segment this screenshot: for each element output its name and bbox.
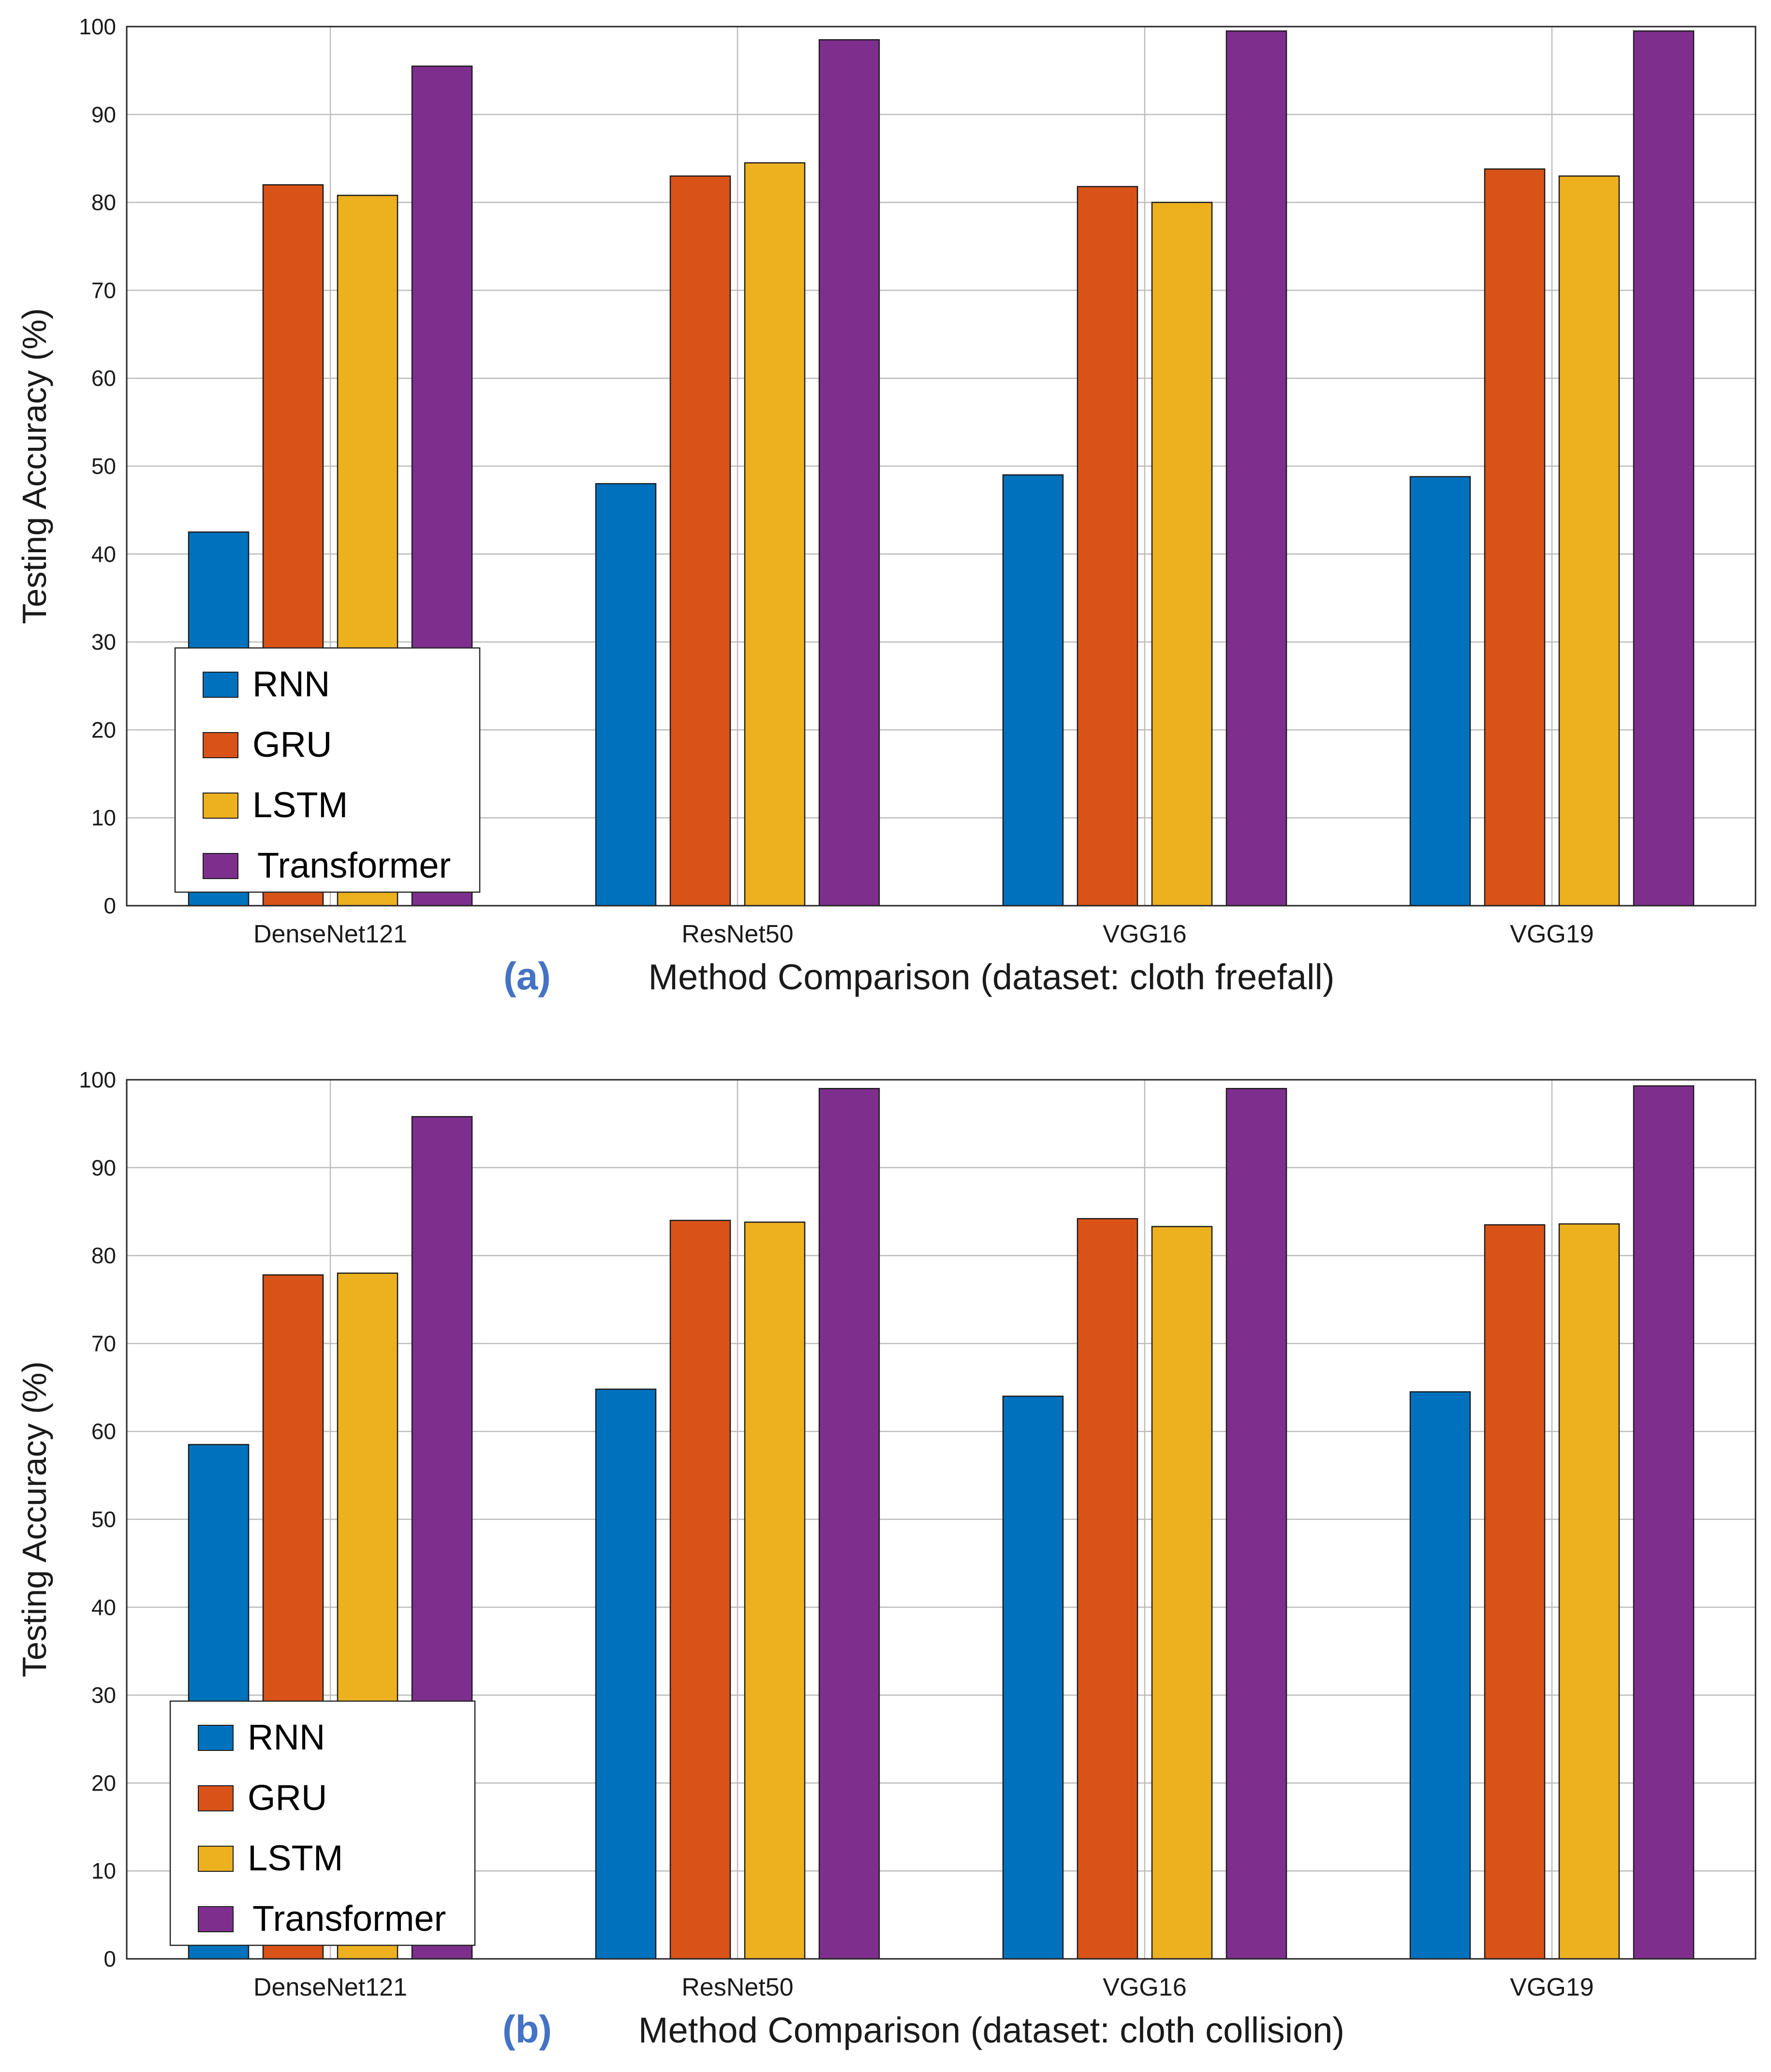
x-axis-label: Method Comparison (dataset: cloth collis… [638, 2010, 1344, 2050]
legend-swatch-gru [203, 732, 238, 758]
bar-gru-resnet50 [669, 1220, 731, 1960]
y-tick-label: 70 [91, 278, 116, 303]
x-tick-label: VGG19 [1510, 1973, 1594, 2001]
chart-panel-2: 0 10 20 30 40 50 60 70 80 90 100 DenseNet121 ResNet5… [15, 1067, 1756, 2051]
y-axis-label: Testing Accuracy (%) [15, 308, 53, 624]
y-tick-label: 10 [91, 1858, 116, 1883]
bar-gru-vgg19 [1484, 1224, 1546, 1960]
axes-box [126, 26, 1756, 907]
legend-swatch-rnn [198, 1725, 234, 1751]
bar-lstm-vgg16 [1151, 202, 1213, 907]
x-tick-label: ResNet50 [681, 1973, 793, 2001]
legend-swatch-rnn [203, 672, 238, 698]
bar-transformer-vgg16 [1225, 30, 1287, 907]
bar-rnn-vgg16 [1002, 474, 1064, 907]
legend-label-lstm: LSTM [252, 785, 348, 825]
bar-gru-vgg16 [1077, 1218, 1138, 1960]
y-tick-label: 30 [91, 630, 116, 655]
x-tick-label: VGG16 [1103, 920, 1186, 948]
x-tick-label: DenseNet121 [253, 920, 407, 948]
x-tick-label: VGG19 [1510, 920, 1594, 948]
bar-lstm-vgg16 [1151, 1226, 1213, 1960]
bar-transformer-resnet50 [818, 1087, 880, 1960]
y-tick-label: 20 [91, 1770, 116, 1795]
y-tick-label: 90 [91, 102, 116, 127]
legend-label-lstm: LSTM [248, 1838, 343, 1878]
legend-swatch-gru [198, 1785, 234, 1811]
bar-rnn-resnet50 [595, 1388, 657, 1960]
y-tick-label: 0 [103, 893, 116, 918]
x-tick-label: DenseNet121 [253, 1973, 407, 2001]
y-tick-label: 80 [91, 1243, 116, 1268]
legend-label-transformer: Transformer [252, 1898, 446, 1939]
panel-label: (a) [503, 955, 551, 998]
bar-gru-vgg16 [1077, 186, 1138, 907]
bar-lstm-vgg19 [1558, 1223, 1620, 1960]
legend-label-transformer: Transformer [257, 845, 451, 885]
y-tick-label: 80 [91, 190, 116, 215]
x-tick-label: ResNet50 [681, 920, 793, 948]
bar-transformer-vgg19 [1633, 30, 1695, 907]
axes-box [126, 1079, 1756, 1960]
y-tick-label: 0 [103, 1946, 116, 1971]
y-tick-label: 50 [91, 1507, 116, 1532]
bar-gru-resnet50 [669, 175, 731, 907]
chart-panel-1: 0 10 20 30 40 50 60 70 80 90 100 DenseNet121 ResNet5… [15, 14, 1756, 998]
bar-transformer-resnet50 [818, 39, 880, 907]
y-axis-label: Testing Accuracy (%) [15, 1361, 53, 1677]
y-tick-label: 40 [91, 542, 116, 567]
legend-label-rnn: RNN [248, 1717, 325, 1757]
y-tick-label: 30 [91, 1683, 116, 1708]
y-tick-label: 60 [91, 1419, 116, 1444]
y-tick-label: 10 [91, 805, 116, 830]
bar-rnn-vgg16 [1002, 1396, 1064, 1960]
bar-transformer-vgg16 [1225, 1087, 1287, 1960]
panel-label: (b) [502, 2008, 552, 2051]
legend-label-gru: GRU [252, 724, 332, 764]
legend-swatch-transformer [203, 853, 238, 879]
bar-lstm-resnet50 [744, 162, 806, 907]
legend: RNN GRU LSTM Transformer [169, 1700, 476, 1946]
bar-rnn-resnet50 [595, 483, 657, 907]
y-tick-label: 60 [91, 366, 116, 391]
bar-lstm-vgg19 [1558, 175, 1620, 907]
legend-label-gru: GRU [248, 1778, 327, 1818]
y-tick-label: 40 [91, 1595, 116, 1620]
bar-gru-vgg19 [1484, 168, 1546, 907]
y-tick-label: 100 [79, 1067, 116, 1092]
legend-swatch-lstm [203, 793, 238, 819]
y-tick-label: 50 [91, 454, 116, 479]
legend-swatch-transformer [198, 1906, 234, 1932]
bar-rnn-vgg19 [1409, 1391, 1471, 1960]
x-tick-label: VGG16 [1103, 1973, 1186, 2001]
y-tick-label: 70 [91, 1331, 116, 1356]
bar-rnn-vgg19 [1409, 476, 1471, 907]
y-tick-label: 90 [91, 1155, 116, 1180]
y-tick-label: 100 [79, 14, 116, 39]
legend-swatch-lstm [198, 1846, 234, 1872]
bar-transformer-vgg19 [1633, 1085, 1695, 1960]
legend: RNN GRU LSTM Transformer [174, 647, 481, 893]
legend-label-rnn: RNN [252, 664, 330, 704]
x-axis-label: Method Comparison (dataset: cloth freefa… [648, 957, 1334, 997]
bar-lstm-resnet50 [744, 1221, 806, 1960]
y-tick-label: 20 [91, 717, 116, 742]
